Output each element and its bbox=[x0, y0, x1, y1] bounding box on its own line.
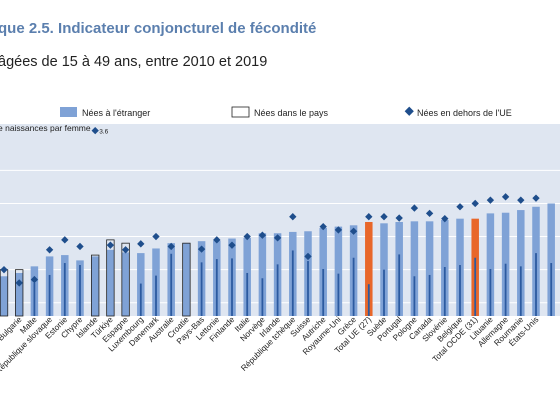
bar-native-born bbox=[413, 276, 416, 316]
marker-non-eu bbox=[106, 241, 115, 249]
bar-foreign-born bbox=[486, 213, 495, 316]
bar-native-born bbox=[291, 250, 294, 316]
bar-native-born bbox=[550, 263, 553, 316]
bar-foreign-born bbox=[0, 276, 8, 316]
bar-native-born bbox=[443, 267, 446, 316]
bar-native-born bbox=[182, 242, 191, 317]
bar-native-born bbox=[322, 268, 325, 316]
bar-native-born bbox=[33, 282, 36, 316]
chart-title: que 2.5. Indicateur conjoncturel de féco… bbox=[0, 20, 317, 37]
bar-foreign-born bbox=[121, 252, 130, 316]
bar-native-born bbox=[504, 263, 507, 316]
chart-subtitle: âgées de 15 à 49 ans, entre 2010 et 2019 bbox=[0, 54, 268, 70]
marker-non-eu bbox=[213, 236, 221, 244]
marker-non-eu bbox=[486, 196, 495, 204]
bar-native-born bbox=[170, 253, 173, 316]
marker-non-eu bbox=[121, 246, 130, 254]
legend-label-native: Nées dans le pays bbox=[254, 108, 329, 118]
bar-native-born bbox=[261, 278, 264, 316]
bar-foreign-born bbox=[425, 221, 434, 316]
bar-native-born bbox=[428, 274, 431, 316]
marker-non-eu bbox=[410, 204, 419, 212]
legend-swatch-native bbox=[231, 106, 250, 118]
marker-non-eu bbox=[304, 252, 312, 261]
bar-native-born bbox=[489, 268, 492, 316]
marker-non-eu bbox=[319, 222, 327, 231]
bar-foreign-born bbox=[258, 233, 267, 316]
bar-foreign-born bbox=[547, 203, 555, 316]
y-axis-label: e naissances par femme bbox=[0, 123, 91, 133]
bar-foreign-born bbox=[182, 243, 191, 316]
marker-non-eu bbox=[258, 231, 267, 239]
bar-foreign-born bbox=[410, 221, 419, 316]
bar-native-born bbox=[215, 259, 218, 316]
bar-native-born bbox=[367, 284, 370, 316]
marker-non-eu bbox=[137, 240, 145, 248]
bars bbox=[0, 203, 555, 317]
legend-label-foreign: Nées à l'étranger bbox=[82, 108, 150, 118]
bar-foreign-born bbox=[517, 210, 525, 316]
bar-native-born bbox=[459, 265, 461, 316]
bar-native-born bbox=[200, 262, 203, 316]
bar-foreign-born bbox=[91, 256, 99, 316]
bar-native-born bbox=[276, 264, 279, 316]
bar-native-born bbox=[352, 257, 355, 316]
bar-native-born bbox=[231, 258, 233, 316]
marker-non-eu bbox=[471, 199, 479, 208]
bar-native-born bbox=[337, 273, 340, 316]
bar-native-born bbox=[155, 275, 157, 316]
marker-non-eu bbox=[395, 214, 403, 222]
marker-non-eu bbox=[349, 227, 358, 235]
legend-marker-noneu bbox=[404, 106, 414, 116]
bar-native-born bbox=[246, 272, 249, 316]
bar-native-born bbox=[15, 269, 24, 317]
bar-native-born bbox=[474, 257, 477, 316]
bar-native-born bbox=[48, 274, 51, 316]
bar-native-born bbox=[79, 265, 81, 316]
legend: Nées à l'étranger Nées dans le pays Nées… bbox=[60, 106, 512, 118]
bar-native-born bbox=[307, 261, 309, 316]
bar-native-born bbox=[106, 239, 115, 317]
marker-non-eu bbox=[456, 203, 464, 211]
fertility-chart: Nées à l'étranger Nées dans le pays Nées… bbox=[0, 106, 560, 375]
marker-non-eu bbox=[152, 232, 160, 241]
bar-foreign-born bbox=[365, 221, 373, 316]
bar-native-born bbox=[91, 254, 100, 317]
bar-native-born bbox=[535, 253, 537, 316]
marker-non-eu bbox=[380, 213, 388, 221]
outlier-annotation: 3.6 bbox=[99, 129, 108, 136]
bar-native-born bbox=[63, 263, 66, 316]
bar-native-born bbox=[519, 266, 522, 316]
bar-native-born bbox=[383, 269, 385, 316]
bar-native-born bbox=[398, 254, 401, 316]
marker-non-eu bbox=[61, 236, 69, 244]
marker-non-eu bbox=[425, 209, 434, 218]
bar-foreign-born bbox=[106, 249, 115, 316]
marker-non-eu bbox=[501, 193, 510, 201]
legend-swatch-foreign bbox=[60, 107, 77, 117]
marker-non-eu bbox=[76, 242, 84, 251]
bar-native-born bbox=[139, 283, 142, 316]
legend-label-noneu: Nées en dehors de l'UE bbox=[417, 108, 512, 118]
marker-non-eu bbox=[30, 275, 39, 284]
bar-foreign-born bbox=[334, 226, 343, 316]
bar-foreign-born bbox=[15, 272, 23, 316]
bar-native-born bbox=[121, 242, 130, 317]
marker-non-eu bbox=[15, 279, 23, 287]
